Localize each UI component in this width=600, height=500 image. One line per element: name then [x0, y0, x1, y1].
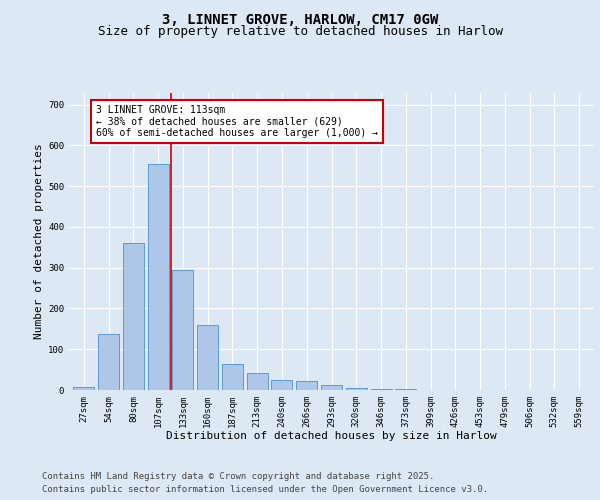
Bar: [73, 386, 94, 390]
Bar: [247, 373, 268, 390]
Text: Contains public sector information licensed under the Open Government Licence v3: Contains public sector information licen…: [42, 485, 488, 494]
Bar: [321, 385, 342, 390]
Text: Size of property relative to detached houses in Harlow: Size of property relative to detached ho…: [97, 25, 503, 38]
Bar: [172, 270, 193, 390]
Bar: [296, 381, 317, 390]
X-axis label: Distribution of detached houses by size in Harlow: Distribution of detached houses by size …: [166, 432, 497, 442]
Text: 3, LINNET GROVE, HARLOW, CM17 0GW: 3, LINNET GROVE, HARLOW, CM17 0GW: [162, 12, 438, 26]
Bar: [148, 164, 169, 390]
Text: 3 LINNET GROVE: 113sqm
← 38% of detached houses are smaller (629)
60% of semi-de: 3 LINNET GROVE: 113sqm ← 38% of detached…: [96, 104, 378, 138]
Bar: [395, 389, 416, 390]
Text: Contains HM Land Registry data © Crown copyright and database right 2025.: Contains HM Land Registry data © Crown c…: [42, 472, 434, 481]
Bar: [222, 364, 243, 390]
Bar: [371, 389, 392, 390]
Bar: [123, 244, 144, 390]
Bar: [197, 325, 218, 390]
Bar: [271, 380, 292, 390]
Y-axis label: Number of detached properties: Number of detached properties: [34, 144, 44, 339]
Bar: [98, 334, 119, 390]
Bar: [346, 388, 367, 390]
